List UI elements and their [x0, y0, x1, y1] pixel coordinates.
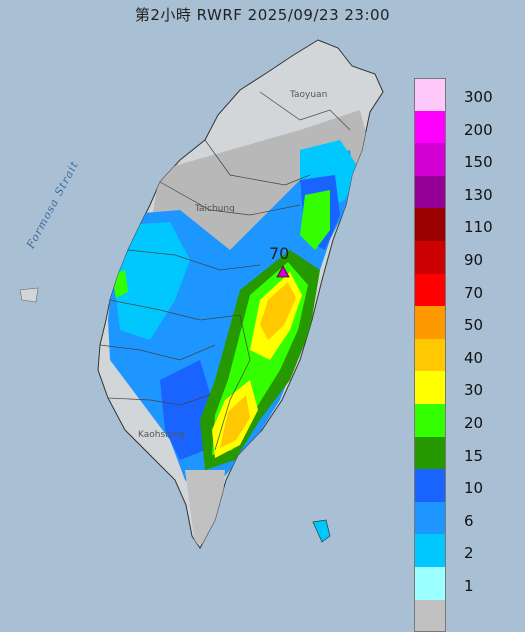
legend-row: 2 — [414, 534, 514, 567]
legend-row: 1 — [414, 567, 514, 600]
legend-row: 15 — [414, 437, 514, 470]
legend-row: 70 — [414, 274, 514, 307]
legend-row: 30 — [414, 371, 514, 404]
legend-swatch — [414, 143, 446, 176]
legend-label: 90 — [464, 251, 483, 269]
place-label-3: Kaohsiung — [138, 430, 185, 440]
legend-row: 300 — [414, 78, 514, 111]
legend-swatch — [414, 437, 446, 470]
legend-swatch — [414, 469, 446, 502]
legend-swatch — [414, 600, 446, 632]
legend-row — [414, 600, 514, 632]
place-label-1: Taoyuan — [290, 90, 327, 100]
legend-row: 6 — [414, 502, 514, 535]
legend-label: 6 — [464, 512, 474, 530]
map-title: 第2小時 RWRF 2025/09/23 23:00 — [0, 4, 525, 25]
color-legend: 300 200 150 130 110 90 70 50 40 30 20 15 10 6 2 1 — [414, 78, 514, 632]
legend-swatch — [414, 339, 446, 372]
legend-label: 110 — [464, 218, 493, 236]
legend-label: 20 — [464, 414, 483, 432]
legend-row: 110 — [414, 208, 514, 241]
legend-label: 1 — [464, 577, 474, 595]
legend-row: 130 — [414, 176, 514, 209]
legend-label: 30 — [464, 381, 483, 399]
legend-swatch — [414, 567, 446, 600]
legend-swatch — [414, 306, 446, 339]
legend-swatch — [414, 208, 446, 241]
legend-row: 50 — [414, 306, 514, 339]
peak-value-label: 70 — [269, 244, 289, 263]
legend-swatch — [414, 78, 446, 111]
penghu-islands — [20, 288, 38, 302]
legend-label: 300 — [464, 88, 493, 106]
legend-row: 20 — [414, 404, 514, 437]
legend-label: 10 — [464, 479, 483, 497]
legend-swatch — [414, 371, 446, 404]
legend-swatch — [414, 502, 446, 535]
legend-swatch — [414, 534, 446, 567]
legend-label: 40 — [464, 349, 483, 367]
legend-swatch — [414, 274, 446, 307]
legend-row: 90 — [414, 241, 514, 274]
legend-label: 200 — [464, 121, 493, 139]
legend-swatch — [414, 176, 446, 209]
legend-swatch — [414, 111, 446, 144]
legend-swatch — [414, 241, 446, 274]
legend-swatch — [414, 404, 446, 437]
legend-row: 40 — [414, 339, 514, 372]
legend-row: 150 — [414, 143, 514, 176]
legend-label: 70 — [464, 284, 483, 302]
legend-label: 50 — [464, 316, 483, 334]
legend-label: 150 — [464, 153, 493, 171]
legend-row: 10 — [414, 469, 514, 502]
legend-label: 2 — [464, 544, 474, 562]
legend-label: 15 — [464, 447, 483, 465]
place-label-2: Taichung — [195, 204, 235, 214]
legend-label: 130 — [464, 186, 493, 204]
legend-row: 200 — [414, 111, 514, 144]
